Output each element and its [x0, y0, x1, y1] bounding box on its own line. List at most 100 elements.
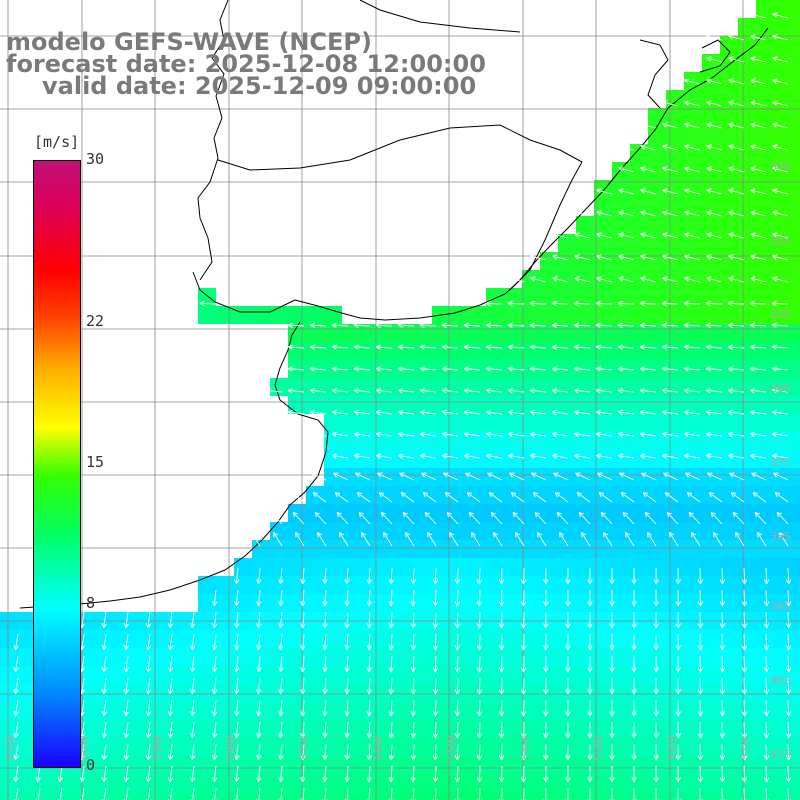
wind-arrow: [454, 699, 461, 717]
wind-arrow: [234, 589, 240, 607]
wind-cell: [738, 198, 756, 216]
wind-cell: [558, 648, 576, 666]
wind-cell: [360, 432, 378, 450]
wind-cell: [630, 234, 648, 252]
wind-arrow: [441, 344, 459, 350]
wind-arrow: [322, 721, 328, 739]
wind-cell: [234, 756, 252, 774]
wind-cell: [378, 540, 396, 558]
wind-arrow: [410, 633, 416, 651]
wind-arrow: [640, 166, 657, 173]
wind-arrow: [123, 677, 130, 695]
wind-cell: [684, 108, 702, 126]
wind-cell: [450, 360, 468, 378]
wind-cell: [522, 558, 540, 576]
wind-arrow: [772, 78, 789, 85]
wind-cell: [738, 216, 756, 234]
wind-cell: [594, 630, 612, 648]
wind-arrow: [631, 567, 637, 585]
wind-cell: [432, 792, 450, 800]
wind-arrow: [466, 492, 481, 503]
wind-cell: [702, 432, 720, 450]
wind-arrow: [647, 532, 657, 547]
wind-arrow: [498, 589, 505, 607]
wind-cell: [576, 792, 594, 800]
wind-cell: [630, 702, 648, 720]
wind-arrow: [705, 453, 723, 459]
wind-arrow: [419, 409, 437, 416]
wind-arrow: [189, 699, 196, 717]
wind-arrow: [287, 344, 305, 350]
wind-cell: [720, 378, 738, 396]
wind-cell: [378, 414, 396, 432]
wind-arrow: [727, 409, 745, 416]
wind-cell: [396, 702, 414, 720]
wind-arrow: [675, 633, 681, 651]
longitude-label: 54W: [519, 735, 532, 760]
wind-arrow: [300, 787, 306, 800]
wind-arrow: [771, 453, 789, 459]
wind-cell: [756, 36, 774, 54]
wind-cell: [504, 666, 522, 684]
wind-cell: [252, 702, 270, 720]
wind-arrow: [432, 633, 439, 651]
wind-arrow: [728, 144, 745, 151]
wind-cell: [414, 324, 432, 342]
wind-cell: [288, 504, 306, 522]
wind-cell: [540, 378, 558, 396]
wind-cell: [576, 450, 594, 468]
wind-arrow: [309, 431, 327, 437]
wind-cell: [288, 540, 306, 558]
wind-cell: [0, 666, 18, 684]
wind-arrow: [543, 589, 549, 607]
wind-arrow: [661, 366, 679, 372]
wind-cell: [288, 342, 306, 360]
wind-arrow: [520, 787, 527, 800]
wind-arrow: [167, 721, 174, 739]
wind-cell: [720, 288, 738, 306]
wind-arrow: [309, 366, 327, 372]
wind-arrow: [468, 511, 481, 525]
wind-cell: [144, 684, 162, 702]
wind-arrow: [741, 633, 748, 651]
wind-cell: [792, 666, 800, 684]
wind-cell: [0, 702, 18, 720]
wind-cell: [234, 702, 252, 720]
wind-cell: [774, 702, 792, 720]
wind-cell: [486, 684, 504, 702]
wind-cell: [198, 792, 216, 800]
wind-arrow: [487, 472, 503, 481]
wind-arrow: [410, 699, 416, 717]
wind-cell: [486, 306, 504, 324]
wind-cell: [522, 738, 540, 756]
wind-arrow: [684, 188, 701, 195]
wind-arrow: [278, 633, 284, 651]
wind-arrow: [763, 633, 770, 651]
wind-arrow: [353, 409, 371, 416]
wind-cell: [792, 36, 800, 54]
wind-arrow: [300, 567, 306, 585]
wind-cell: [630, 378, 648, 396]
wind-arrow: [785, 765, 792, 783]
wind-cell: [774, 594, 792, 612]
wind-cell: [324, 378, 342, 396]
wind-cell: [792, 144, 800, 162]
wind-cell: [216, 774, 234, 792]
wind-cell: [198, 630, 216, 648]
wind-cell: [630, 342, 648, 360]
wind-cell: [684, 378, 702, 396]
wind-cell: [612, 252, 630, 270]
wind-cell: [504, 558, 522, 576]
wind-cell: [774, 648, 792, 666]
wind-cell: [756, 630, 774, 648]
wind-arrow: [727, 300, 745, 307]
wind-arrow: [476, 699, 483, 717]
wind-cell: [630, 144, 648, 162]
wind-cell: [522, 486, 540, 504]
wind-cell: [342, 576, 360, 594]
wind-cell: [252, 738, 270, 756]
wind-arrow: [13, 721, 19, 739]
wind-cell: [594, 252, 612, 270]
wind-cell: [432, 684, 450, 702]
wind-arrow: [631, 743, 637, 761]
